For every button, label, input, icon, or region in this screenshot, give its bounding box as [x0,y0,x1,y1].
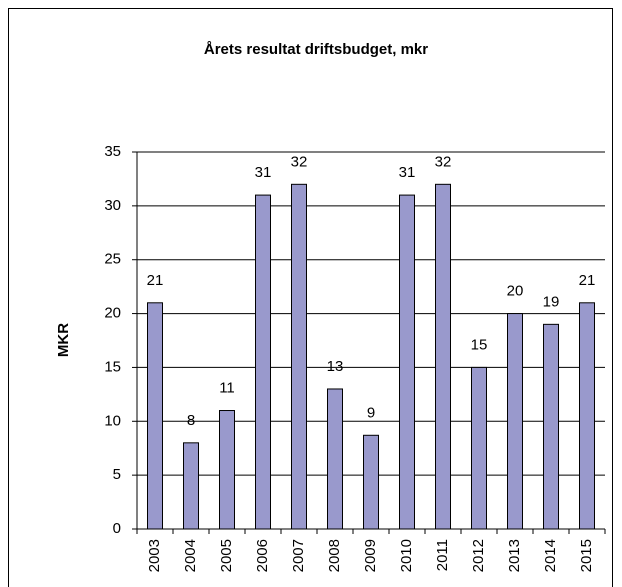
y-tick-label: 25 [104,251,121,268]
bar [579,302,595,530]
x-tick-label: 2004 [182,539,199,572]
y-tick-label: 0 [113,520,121,537]
bar [327,388,343,530]
bar [471,366,487,530]
x-tick-label: 2014 [542,539,559,572]
bar [399,194,415,530]
data-label: 31 [399,164,416,181]
data-label: 32 [435,153,452,170]
chart-title: Årets resultat driftsbudget, mkr [204,41,428,58]
y-tick-label: 10 [104,412,121,429]
x-tick-label: 2015 [578,539,595,572]
data-label: 21 [579,272,596,289]
x-tick-label: 2007 [290,539,307,572]
x-tick-label: 2006 [254,539,271,572]
bar [255,194,271,530]
bar [147,302,163,530]
data-label: 9 [367,404,375,421]
x-tick-label: 2010 [398,539,415,572]
bar [435,183,451,530]
y-tick-label: 30 [104,197,121,214]
data-label: 13 [327,358,344,375]
bar [219,410,235,530]
data-label: 20 [507,283,524,300]
data-label: 11 [219,379,235,396]
data-label: 31 [255,164,272,181]
y-tick-label: 20 [104,305,121,322]
chart-border [8,8,613,587]
bar [507,313,523,530]
data-label: 8 [187,412,195,429]
y-tick-label: 15 [104,358,121,375]
x-tick-label: 2013 [506,539,523,572]
data-label: 21 [147,272,164,289]
x-tick-label: 2011 [434,539,451,571]
y-tick-label: 35 [104,143,121,160]
x-tick-label: 2012 [470,539,487,572]
x-tick-label: 2008 [326,539,343,572]
data-label: 32 [291,153,308,170]
data-label: 19 [543,293,560,310]
y-axis-label: MKR [55,323,72,357]
x-tick-label: 2003 [146,539,163,572]
x-tick-label: 2009 [362,539,379,572]
bar [183,442,199,530]
data-label: 15 [471,336,488,353]
y-tick-label: 5 [113,466,121,483]
x-tick-label: 2005 [218,539,235,572]
bar [543,323,559,530]
bar [291,183,307,530]
bar [363,434,379,530]
